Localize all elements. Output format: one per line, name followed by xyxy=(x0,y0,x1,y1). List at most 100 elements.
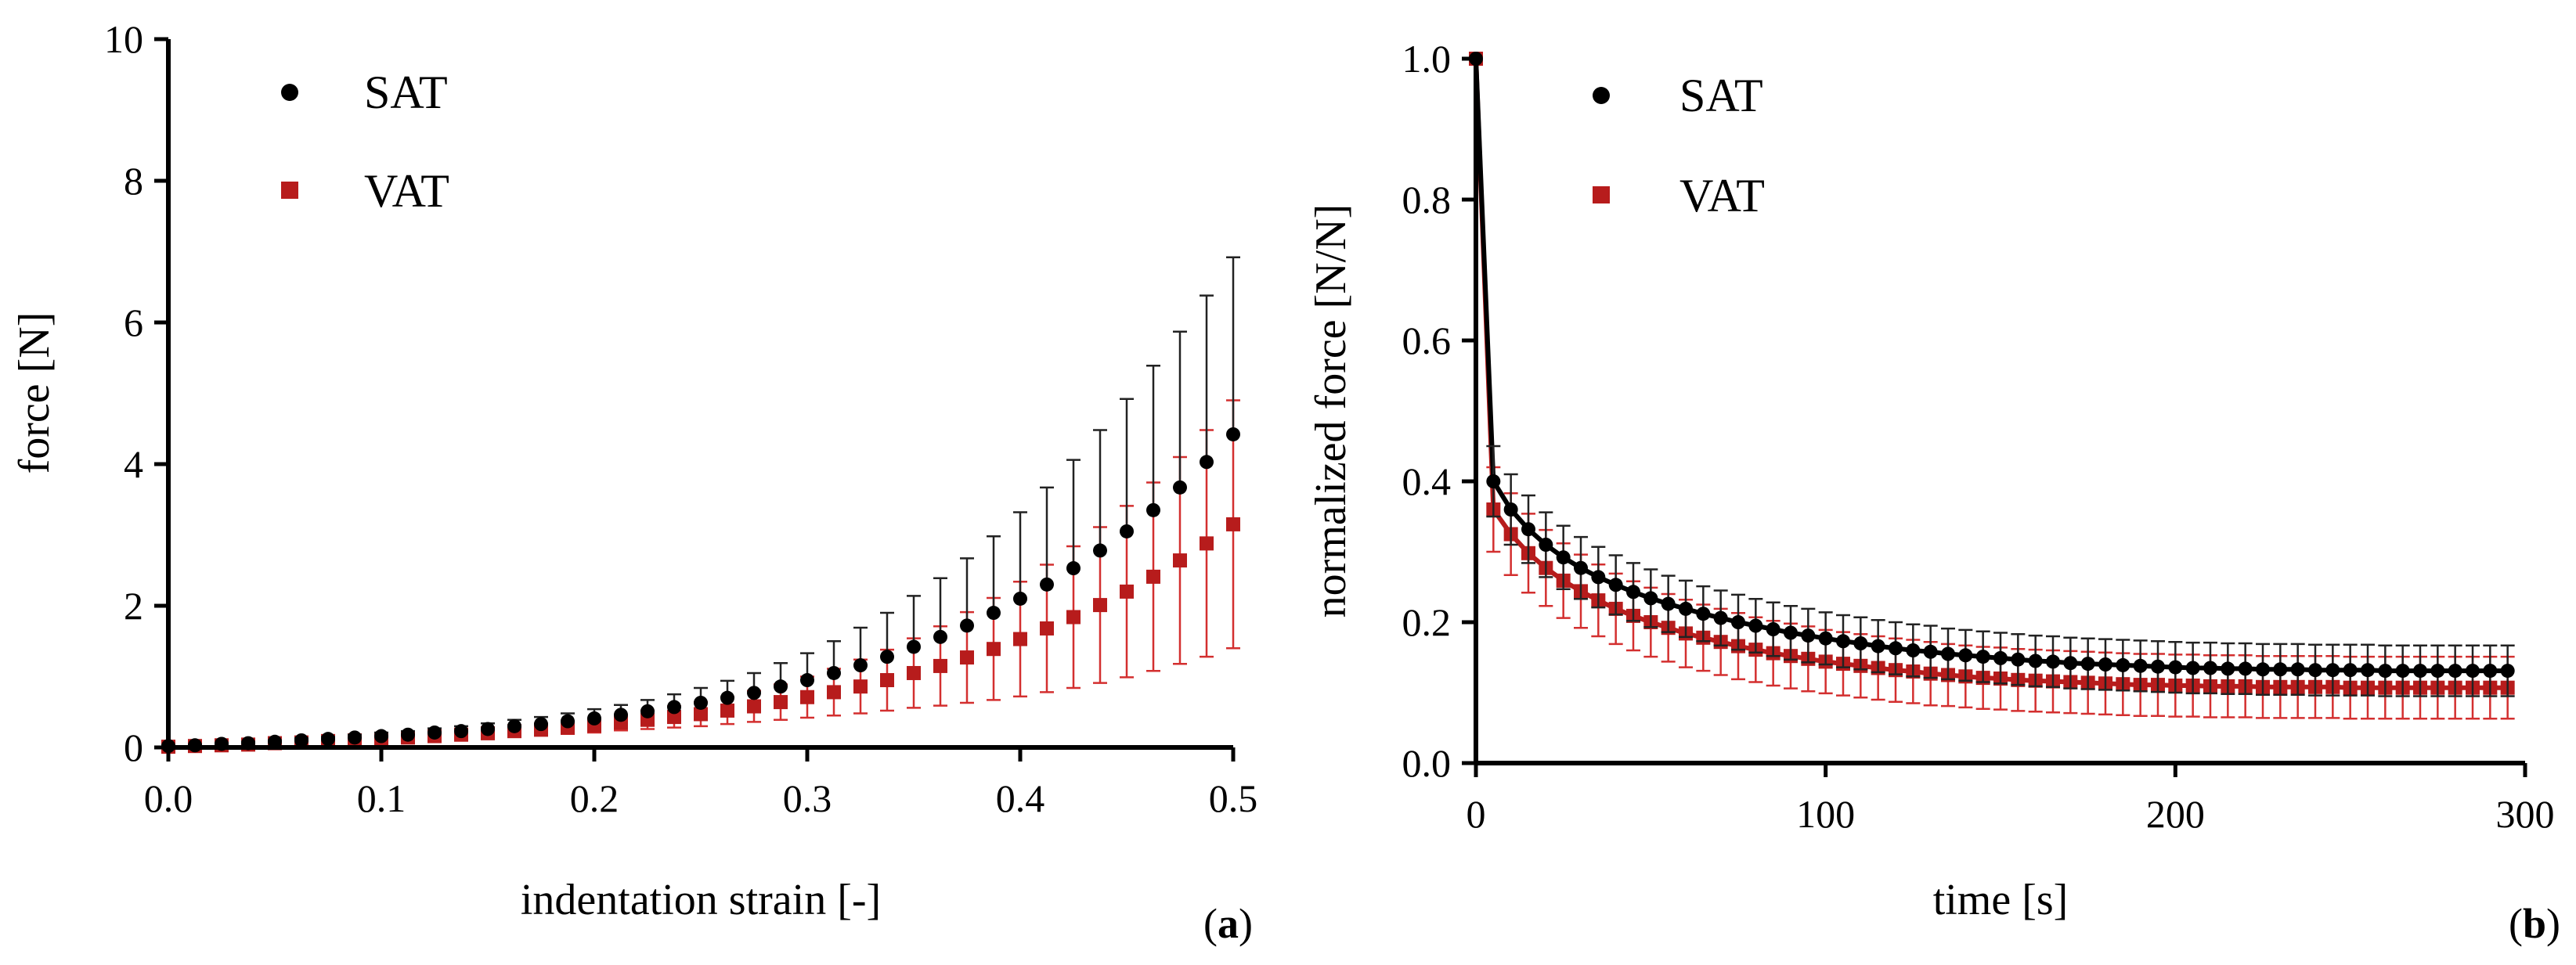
chart-b-sat-point xyxy=(2080,657,2095,672)
chart-panel-b: 0 100 200 300 0.0 0.2 0.4 0.6 0.8 1.0 time [s] n… xyxy=(1307,37,2560,947)
chart-b-y-tick-label: 0.0 xyxy=(1402,741,1452,785)
chart-a-marks xyxy=(161,256,1240,754)
chart-a-vat-point xyxy=(933,658,947,673)
chart-a-vat-point xyxy=(667,710,681,725)
chart-b-x-tick-label: 200 xyxy=(2146,792,2205,836)
chart-b-sat-point xyxy=(1871,639,1885,654)
chart-a-vat-point xyxy=(1093,598,1107,613)
chart-a-sat-point xyxy=(960,618,974,633)
chart-b-sat-point xyxy=(1626,585,1640,600)
chart-b-sat-point xyxy=(2116,657,2130,672)
chart-b-sat-point xyxy=(1748,618,1763,633)
chart-b-sat-point xyxy=(1503,502,1518,517)
chart-b-sat-point xyxy=(1993,650,2008,665)
chart-a-vat-point xyxy=(1200,536,1214,551)
chart-a-sat-point xyxy=(987,606,1001,621)
chart-b-sat-point xyxy=(1784,625,1798,640)
chart-a-y-label: force [N] xyxy=(10,312,59,474)
chart-a-x-tick-label: 0.5 xyxy=(1209,776,1258,820)
chart-a-y-ticks: 0 2 4 6 8 10 xyxy=(104,17,168,769)
chart-b-sat-point xyxy=(2273,662,2288,677)
chart-b-sat-point xyxy=(2256,662,2270,677)
chart-b-sat-point xyxy=(2500,664,2515,679)
chart-a-x-ticks: 0.0 0.1 0.2 0.3 0.4 0.5 xyxy=(144,747,1258,820)
chart-b-sat-point xyxy=(1521,522,1535,537)
chart-b-sat-point xyxy=(1941,646,1955,661)
chart-b-panel-label: (b) xyxy=(2509,900,2560,947)
chart-a-vat-point xyxy=(1146,569,1160,584)
chart-b-sat-point xyxy=(2466,664,2480,679)
chart-a-x-tick-label: 0.1 xyxy=(357,776,406,820)
chart-b-x-label: time [s] xyxy=(1933,876,2069,924)
chart-a-sat-point xyxy=(561,714,575,729)
chart-a-sat-point xyxy=(348,730,362,745)
chart-a-sat-point xyxy=(1013,591,1027,606)
chart-a-sat-point xyxy=(321,732,335,747)
chart-b-sat-point xyxy=(1906,643,1921,657)
chart-a-sat-point xyxy=(1200,455,1214,470)
chart-a-vat-point xyxy=(1173,553,1187,568)
chart-a-sat-point xyxy=(1066,561,1081,576)
chart-a-vat-point xyxy=(1013,632,1027,646)
chart-a-sat-point xyxy=(827,665,841,680)
chart-a-y-tick-label: 10 xyxy=(104,17,143,61)
chart-b-sat-point xyxy=(2395,664,2410,679)
chart-a-legend-vat-label: VAT xyxy=(364,165,449,217)
chart-b-sat-point xyxy=(2063,656,2078,671)
chart-b-sat-point xyxy=(2221,661,2235,676)
chart-b-sat-point xyxy=(1889,641,1903,656)
chart-a-x-label: indentation strain [-] xyxy=(521,876,881,924)
chart-a-x-tick-label: 0.0 xyxy=(144,776,193,820)
chart-a-vat-point xyxy=(987,642,1001,657)
chart-b-sat-point xyxy=(2203,661,2217,675)
chart-a-vat-point xyxy=(1040,621,1054,636)
chart-b-x-tick-label: 300 xyxy=(2496,792,2555,836)
chart-b-y-tick-label: 1.0 xyxy=(1402,37,1452,81)
chart-b-sat-point xyxy=(2290,662,2305,677)
chart-b-x-tick-label: 100 xyxy=(1796,792,1855,836)
chart-a-legend-sat-marker xyxy=(281,84,298,101)
chart-b-sat-point xyxy=(2343,663,2358,678)
chart-b-sat-point xyxy=(1556,550,1571,565)
chart-b-y-label: normalized force [N/N] xyxy=(1307,204,1355,618)
chart-b-sat-point xyxy=(2098,657,2112,672)
chart-b-sat-point xyxy=(1661,596,1676,611)
chart-a-sat-point xyxy=(667,700,681,715)
chart-a-sat-point xyxy=(933,629,947,644)
chart-a-vat-point xyxy=(827,685,841,700)
chart-b-y-tick-label: 0.4 xyxy=(1402,459,1452,503)
chart-a-sat-point xyxy=(640,704,655,718)
chart-a-sat-point xyxy=(401,727,415,742)
chart-a-vat-point xyxy=(774,695,788,710)
chart-a-sat-point xyxy=(694,695,708,710)
chart-a-sat-point xyxy=(481,722,495,736)
chart-a-sat-point xyxy=(720,690,734,705)
chart-b-sat-point xyxy=(1539,538,1553,552)
chart-a-sat-point xyxy=(1093,543,1107,558)
chart-b-sat-point xyxy=(1696,607,1711,621)
chart-b-sat-point xyxy=(2028,654,2043,668)
chart-a-vat-point xyxy=(880,673,894,688)
chart-a-vat-point xyxy=(720,703,734,718)
chart-a-panel-label: (a) xyxy=(1203,900,1253,947)
chart-a-x-tick-label: 0.2 xyxy=(570,776,619,820)
chart-b-sat-point xyxy=(2325,663,2340,678)
chart-b-y-tick-label: 0.8 xyxy=(1402,178,1452,221)
chart-b-sat-point xyxy=(1766,622,1780,636)
chart-a-y-tick-label: 6 xyxy=(124,301,143,344)
chart-a-sat-point xyxy=(454,724,468,739)
chart-a-vat-point xyxy=(853,679,868,694)
chart-b-sat-point xyxy=(2151,659,2165,674)
chart-a-sat-point xyxy=(507,718,521,733)
chart-b-sat-point xyxy=(1975,650,1990,664)
chart-b-sat-point xyxy=(1679,601,1693,616)
chart-a-vat-point xyxy=(1120,584,1134,599)
chart-a-sat-point xyxy=(853,658,868,673)
chart-a-sat-point xyxy=(800,673,814,688)
chart-b-y-tick-label: 0.6 xyxy=(1402,319,1452,362)
chart-a-sat-point xyxy=(774,679,788,694)
chart-a-sat-point xyxy=(1146,502,1160,517)
chart-a-y-tick-label: 8 xyxy=(124,159,143,203)
chart-a-vat-point xyxy=(694,707,708,722)
chart-a-legend-vat-marker xyxy=(281,182,298,199)
